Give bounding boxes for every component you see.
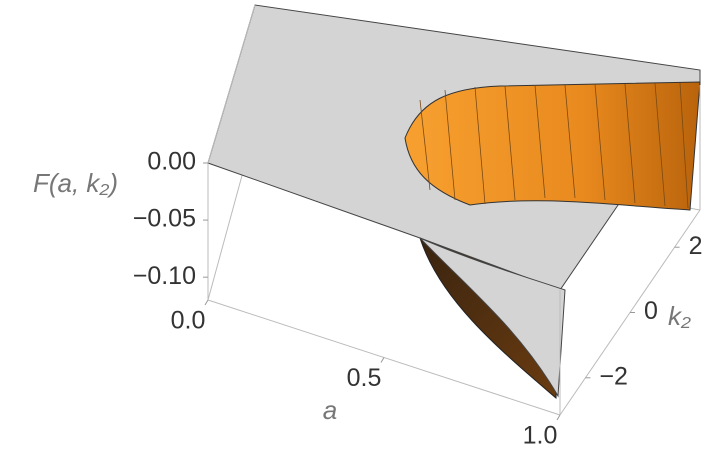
z-tick-label: −0.05 <box>133 205 196 233</box>
box-edge <box>207 4 256 164</box>
z-tick-label: −0.10 <box>133 262 196 290</box>
x-tick <box>556 414 561 421</box>
x-tick-label: 0.0 <box>171 307 206 335</box>
x-axis-label: a <box>323 395 337 425</box>
x-tick-label: 1.0 <box>523 422 558 450</box>
z-axis-label: F(a, k₂) <box>33 168 118 198</box>
x-tick-label: 0.5 <box>347 364 382 392</box>
y-tick-label: 2 <box>689 232 703 260</box>
y-axis-label: k₂ <box>668 301 691 331</box>
surface-curtain <box>404 81 701 211</box>
y-tick-label: −2 <box>599 362 628 390</box>
y-tick-label: 0 <box>644 297 658 325</box>
surface-tongue <box>419 237 566 398</box>
mesh-lines <box>419 82 689 209</box>
x-tick <box>380 357 385 363</box>
z-tick-label: 0.00 <box>147 148 196 176</box>
x-tick <box>204 299 209 306</box>
